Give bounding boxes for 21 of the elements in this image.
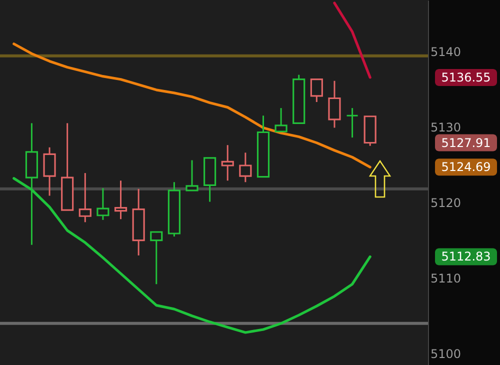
candlestick <box>96 187 110 221</box>
candlestick <box>114 180 128 220</box>
text: 5136.55 <box>441 70 491 84</box>
candlestick <box>150 231 163 285</box>
candlestick <box>274 107 288 132</box>
candlestick <box>43 146 56 196</box>
candlestick <box>328 80 341 128</box>
candlestick <box>239 152 252 183</box>
y-tick-label: 5120 <box>430 196 462 210</box>
candlestick <box>221 144 234 182</box>
candlestick <box>186 159 198 192</box>
candlestick <box>78 172 92 223</box>
y-tick-label: 5130 <box>430 120 462 134</box>
candlestick <box>310 78 323 103</box>
y-tick-label: 5100 <box>430 347 462 362</box>
text: 5112.83 <box>441 250 491 264</box>
candlestick <box>346 107 359 138</box>
text: 5127.91 <box>441 136 491 150</box>
text: 5124.69 <box>441 160 491 174</box>
y-tick-label: 5110 <box>430 272 462 286</box>
y-tick-label: 5140 <box>430 44 462 59</box>
